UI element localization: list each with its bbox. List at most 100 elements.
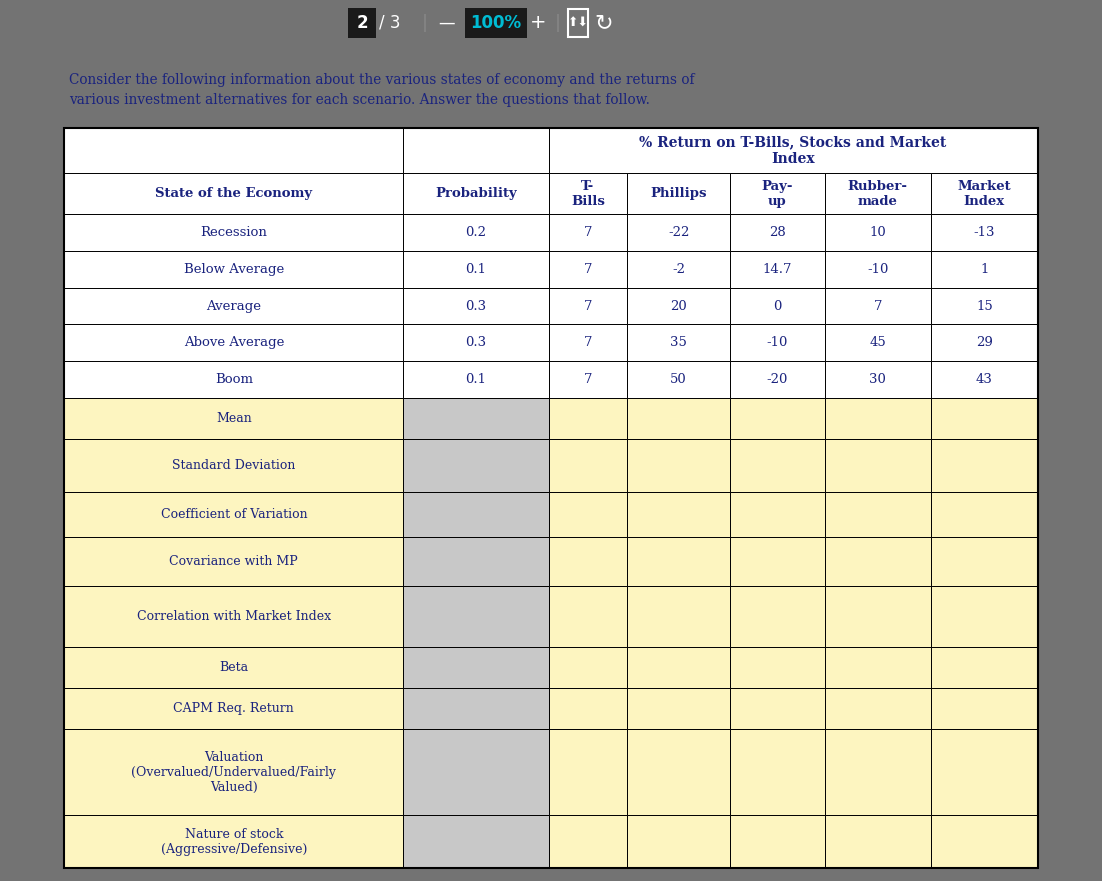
Bar — [64, 288, 403, 324]
Bar — [731, 492, 824, 537]
Bar — [731, 361, 824, 398]
Bar — [549, 251, 627, 288]
Text: 7: 7 — [584, 337, 592, 350]
Text: Phillips: Phillips — [650, 187, 707, 200]
Bar — [403, 537, 549, 586]
Bar — [549, 398, 627, 439]
Bar — [64, 398, 403, 439]
Text: Nature of stock
(Aggressive/Defensive): Nature of stock (Aggressive/Defensive) — [161, 827, 307, 855]
Bar — [64, 815, 403, 868]
Bar — [824, 492, 931, 537]
Text: 14.7: 14.7 — [763, 263, 792, 276]
Bar — [931, 815, 1038, 868]
Bar — [64, 439, 403, 492]
Text: State of the Economy: State of the Economy — [155, 187, 312, 200]
Bar — [824, 398, 931, 439]
Bar — [627, 537, 731, 586]
Text: 0.1: 0.1 — [465, 374, 486, 386]
Bar — [731, 214, 824, 251]
Text: 20: 20 — [670, 300, 687, 313]
Bar — [549, 439, 627, 492]
Bar — [731, 324, 824, 361]
Bar — [403, 586, 549, 648]
Bar — [931, 288, 1038, 324]
Text: Rubber-
made: Rubber- made — [847, 180, 908, 208]
Bar — [824, 251, 931, 288]
Text: 45: 45 — [869, 337, 886, 350]
Bar — [627, 251, 731, 288]
Bar — [824, 586, 931, 648]
Text: 0: 0 — [774, 300, 781, 313]
Text: Mean: Mean — [216, 412, 251, 425]
Bar — [64, 214, 403, 251]
Text: -10: -10 — [767, 337, 788, 350]
Bar — [824, 214, 931, 251]
Bar — [824, 815, 931, 868]
Bar — [549, 648, 627, 688]
Text: Coefficient of Variation: Coefficient of Variation — [161, 508, 307, 521]
Bar — [64, 492, 403, 537]
Bar — [931, 688, 1038, 729]
Bar — [931, 586, 1038, 648]
Bar — [824, 174, 931, 214]
Bar — [403, 815, 549, 868]
Bar — [824, 361, 931, 398]
Bar — [549, 492, 627, 537]
Bar — [549, 815, 627, 868]
Text: 43: 43 — [976, 374, 993, 386]
Text: 100%: 100% — [471, 14, 521, 32]
Bar — [731, 688, 824, 729]
Text: 0.3: 0.3 — [465, 300, 486, 313]
Text: Average: Average — [206, 300, 261, 313]
Bar — [824, 729, 931, 815]
Text: 30: 30 — [869, 374, 886, 386]
Bar — [731, 398, 824, 439]
Bar — [549, 688, 627, 729]
Text: —: — — [439, 14, 455, 32]
Text: 7: 7 — [874, 300, 882, 313]
Bar — [931, 251, 1038, 288]
Bar — [824, 439, 931, 492]
Text: % Return on T-Bills, Stocks and Market
Index: % Return on T-Bills, Stocks and Market I… — [639, 136, 947, 166]
Text: -10: -10 — [867, 263, 888, 276]
Bar — [731, 586, 824, 648]
Text: Probability: Probability — [435, 187, 517, 200]
Bar — [731, 288, 824, 324]
Bar — [731, 537, 824, 586]
Bar — [824, 324, 931, 361]
Text: -22: -22 — [668, 226, 690, 239]
Text: 0.3: 0.3 — [465, 337, 486, 350]
Bar — [549, 174, 627, 214]
Bar — [549, 537, 627, 586]
Text: 7: 7 — [584, 374, 592, 386]
Text: -13: -13 — [974, 226, 995, 239]
Bar — [64, 174, 403, 214]
Text: 0.2: 0.2 — [465, 226, 486, 239]
Bar — [403, 288, 549, 324]
Text: ⬆⬇: ⬆⬇ — [568, 17, 588, 29]
Bar — [64, 537, 403, 586]
Bar — [731, 174, 824, 214]
Bar — [931, 398, 1038, 439]
Text: Consider the following information about the various states of economy and the r: Consider the following information about… — [69, 73, 695, 87]
Bar — [403, 688, 549, 729]
Bar — [549, 129, 1038, 174]
Bar — [549, 288, 627, 324]
Text: Correlation with Market Index: Correlation with Market Index — [137, 611, 331, 623]
Bar — [627, 586, 731, 648]
Bar — [931, 361, 1038, 398]
Bar — [403, 324, 549, 361]
Text: 35: 35 — [670, 337, 688, 350]
Bar — [931, 648, 1038, 688]
Bar — [568, 9, 588, 37]
Bar — [64, 688, 403, 729]
Text: Covariance with MP: Covariance with MP — [170, 555, 299, 568]
Bar — [824, 648, 931, 688]
Text: / 3: / 3 — [379, 14, 401, 32]
Bar — [627, 324, 731, 361]
Bar — [931, 214, 1038, 251]
Bar — [731, 648, 824, 688]
Bar — [824, 688, 931, 729]
Bar — [824, 537, 931, 586]
Bar — [931, 492, 1038, 537]
